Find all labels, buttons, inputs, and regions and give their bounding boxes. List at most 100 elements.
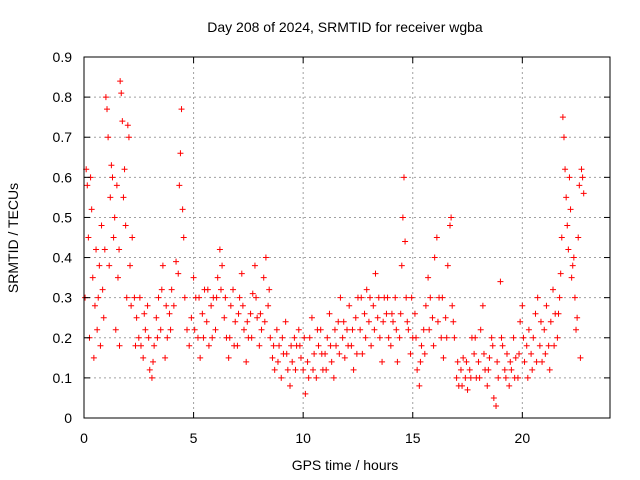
data-point [380, 318, 387, 325]
data-point [214, 274, 221, 281]
data-point [300, 366, 307, 373]
data-point [88, 206, 95, 213]
data-point [510, 334, 517, 341]
data-point [153, 314, 160, 321]
data-point [205, 342, 212, 349]
data-point [318, 350, 325, 357]
data-point [204, 286, 211, 293]
y-tick-label: 0.7 [53, 129, 73, 145]
data-point [109, 174, 116, 181]
data-point [125, 134, 132, 141]
data-point [545, 342, 552, 349]
data-point [151, 342, 158, 349]
data-point [239, 302, 246, 309]
data-point [89, 274, 96, 281]
data-point [213, 294, 220, 301]
data-point [197, 354, 204, 361]
data-point [181, 294, 188, 301]
data-point [405, 326, 412, 333]
data-point [368, 342, 375, 349]
data-point [580, 190, 587, 197]
data-point [384, 294, 391, 301]
data-point [180, 234, 187, 241]
data-point [251, 262, 258, 269]
data-point [122, 222, 129, 229]
data-point [460, 354, 467, 361]
data-point [484, 382, 491, 389]
data-point [292, 366, 299, 373]
data-point [497, 278, 504, 285]
data-point [486, 354, 493, 361]
data-point [417, 358, 424, 365]
data-point [407, 350, 414, 357]
data-point [313, 374, 320, 381]
data-point [398, 262, 405, 269]
data-point [254, 314, 261, 321]
data-point [243, 358, 250, 365]
data-point [530, 334, 537, 341]
data-point [476, 374, 483, 381]
data-point [448, 214, 455, 221]
data-point [94, 326, 101, 333]
data-point [91, 302, 98, 309]
data-point [337, 294, 344, 301]
data-point [238, 270, 245, 277]
x-tick-label: 20 [515, 430, 531, 446]
data-point [102, 94, 109, 101]
data-point [236, 294, 243, 301]
data-point [283, 350, 290, 357]
data-point [308, 314, 315, 321]
data-point [578, 166, 585, 173]
data-point [163, 302, 170, 309]
data-point [414, 366, 421, 373]
data-point [466, 366, 473, 373]
data-point [295, 326, 302, 333]
data-point [388, 310, 395, 317]
data-point [413, 334, 420, 341]
y-axis-label: SRMTID / TECUs [5, 183, 21, 293]
data-point [186, 342, 193, 349]
data-point [93, 246, 100, 253]
data-point [467, 374, 474, 381]
plot-frame [83, 56, 611, 419]
data-point [141, 310, 148, 317]
data-point [516, 350, 523, 357]
data-point [118, 90, 125, 97]
data-point [379, 358, 386, 365]
data-point [349, 326, 356, 333]
data-point [137, 342, 144, 349]
data-point [104, 106, 111, 113]
data-point [547, 318, 554, 325]
data-point [537, 318, 544, 325]
data-point [433, 234, 440, 241]
data-point [107, 194, 114, 201]
data-point [341, 354, 348, 361]
data-point [559, 114, 566, 121]
y-tick-labels: 0 0.1 0.2 0.3 0.4 0.5 0.6 0.7 0.8 0.9 [53, 49, 73, 426]
x-tick-label: 10 [295, 430, 311, 446]
data-point [344, 326, 350, 333]
data-point [575, 234, 582, 241]
data-point [358, 294, 365, 301]
data-point [328, 358, 335, 365]
y-tick-label: 0.3 [53, 290, 73, 306]
data-point [558, 234, 565, 241]
data-point [101, 246, 108, 253]
data-point [361, 310, 368, 317]
data-point [418, 342, 425, 349]
data-point [567, 206, 574, 213]
data-point [96, 262, 103, 269]
data-point [462, 374, 469, 381]
data-point [267, 334, 274, 341]
data-point [296, 342, 303, 349]
data-point [579, 174, 586, 181]
data-point [333, 342, 340, 349]
data-point [282, 318, 289, 325]
data-point [158, 286, 165, 293]
data-point [339, 334, 346, 341]
data-point [453, 374, 460, 381]
data-point [248, 334, 255, 341]
data-point [297, 354, 304, 361]
data-point [311, 350, 318, 357]
data-point [420, 326, 427, 333]
